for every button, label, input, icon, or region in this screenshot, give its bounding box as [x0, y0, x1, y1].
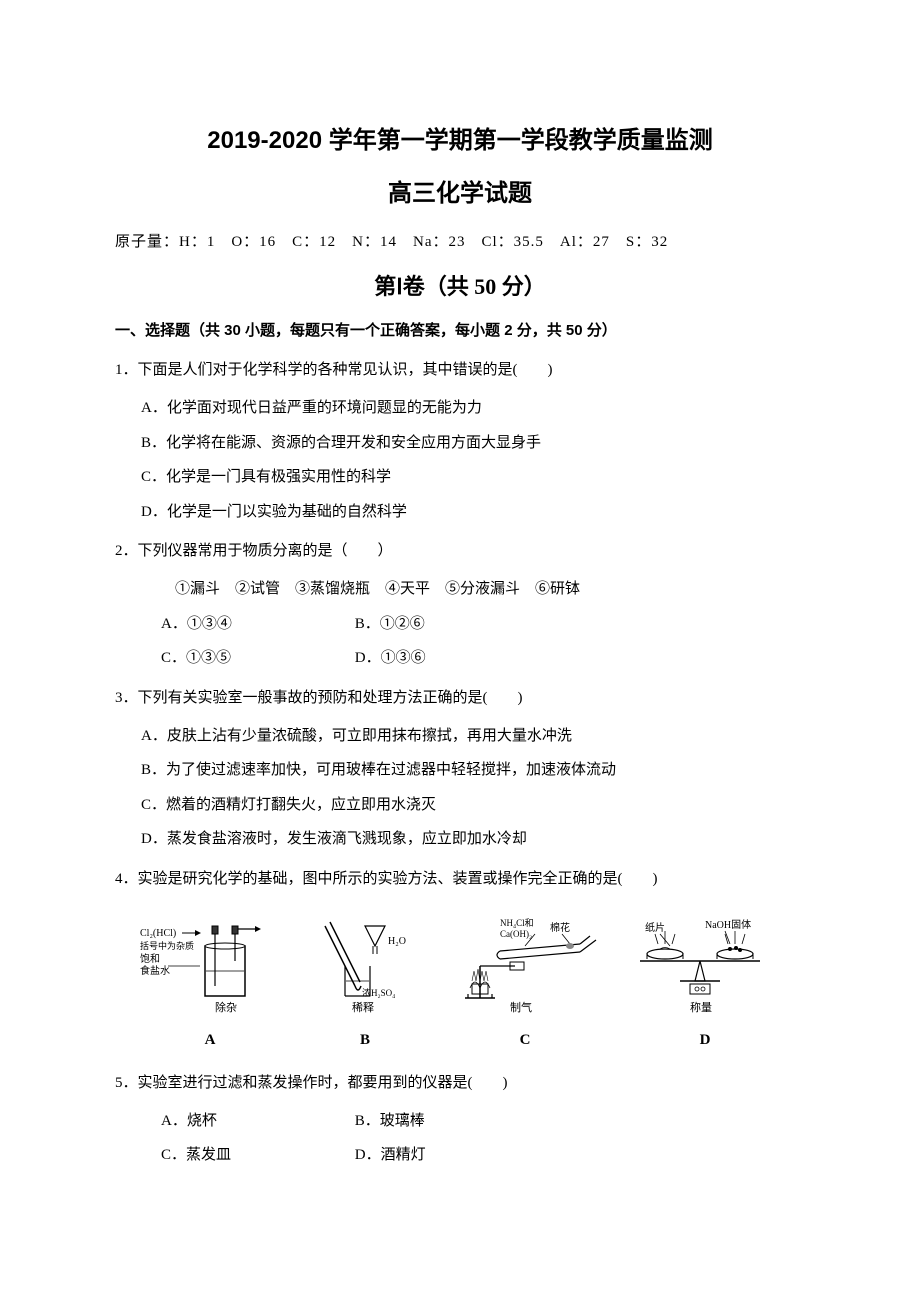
apparatus-d-icon: 纸片 NaOH固体: [630, 916, 780, 1016]
option-row-2: C．蒸发皿 D．酒精灯: [115, 1138, 805, 1173]
option-items: ①漏斗 ②试管 ③蒸馏烧瓶 ④天平 ⑤分液漏斗 ⑥研钵: [115, 572, 805, 607]
label-bracket: 括号中为杂质: [140, 940, 194, 951]
question-4: 4．实验是研究化学的基础，图中所示的实验方法、装置或操作完全正确的是( ) Cl…: [115, 863, 805, 1057]
question-stem: 3．下列有关实验室一般事故的预防和处理方法正确的是( ): [115, 682, 805, 715]
option-a: A．烧杯: [161, 1104, 351, 1139]
option-c: C．化学是一门具有极强实用性的科学: [115, 460, 805, 495]
figure-d: 纸片 NaOH固体: [630, 916, 780, 1057]
figure-c: NH₄Cl和 Ca(OH)₂ 棉花 制气: [450, 916, 600, 1057]
option-d: D．化学是一门以实验为基础的自然科学: [115, 495, 805, 530]
question-stem: 5．实验室进行过滤和蒸发操作时，都要用到的仪器是( ): [115, 1067, 805, 1100]
question-3: 3．下列有关实验室一般事故的预防和处理方法正确的是( ) A．皮肤上沾有少量浓硫…: [115, 682, 805, 857]
caption-b: 稀释: [352, 1001, 374, 1014]
section-instructions: 一、选择题（共 30 小题，每题只有一个正确答案，每小题 2 分，共 50 分）: [115, 319, 805, 340]
label-caoh2: Ca(OH)₂: [500, 929, 532, 939]
question-2: 2．下列仪器常用于物质分离的是（ ） ①漏斗 ②试管 ③蒸馏烧瓶 ④天平 ⑤分液…: [115, 535, 805, 676]
option-b: B．为了使过滤速率加快，可用玻棒在过滤器中轻轻搅拌，加速液体流动: [115, 753, 805, 788]
apparatus-a-icon: Cl₂(HCl) 括号中为杂质 饱和 食盐水 除杂: [140, 916, 280, 1016]
question-stem: 4．实验是研究化学的基础，图中所示的实验方法、装置或操作完全正确的是( ): [115, 863, 805, 896]
question-5: 5．实验室进行过滤和蒸发操作时，都要用到的仪器是( ) A．烧杯 B．玻璃棒 C…: [115, 1067, 805, 1173]
sub-title: 高三化学试题: [115, 173, 805, 208]
label-nh4cl: NH₄Cl和: [500, 918, 534, 928]
figure-label-c: C: [520, 1024, 531, 1057]
figure-a: Cl₂(HCl) 括号中为杂质 饱和 食盐水 除杂 A: [140, 916, 280, 1057]
label-cotton: 棉花: [550, 921, 570, 934]
option-c: C．蒸发皿: [161, 1138, 351, 1173]
figure-label-a: A: [205, 1024, 216, 1057]
label-naoh: NaOH固体: [705, 919, 751, 931]
option-row-2: C．①③⑤ D．①③⑥: [115, 641, 805, 676]
apparatus-b-icon: H₂O 浓H₂SO₄ 稀释: [310, 916, 420, 1016]
option-d: D．①③⑥: [355, 641, 426, 676]
label-cl2hcl: Cl₂(HCl): [140, 928, 176, 939]
figure-label-d: D: [700, 1024, 711, 1057]
section-header: 第Ⅰ卷（共 50 分）: [115, 269, 805, 301]
option-a: A．皮肤上沾有少量浓硫酸，可立即用抹布擦拭，再用大量水冲洗: [115, 719, 805, 754]
question-1: 1．下面是人们对于化学科学的各种常见认识，其中错误的是( ) A．化学面对现代日…: [115, 354, 805, 529]
atomic-masses: 原子量：H：1 O：16 C：12 N：14 Na：23 Cl：35.5 Al：…: [115, 230, 805, 251]
option-b: B．化学将在能源、资源的合理开发和安全应用方面大显身手: [115, 426, 805, 461]
option-a: A．①③④: [161, 607, 351, 642]
option-d: D．蒸发食盐溶液时，发生液滴飞溅现象，应立即加水冷却: [115, 822, 805, 857]
option-d: D．酒精灯: [355, 1138, 426, 1173]
label-h2o: H₂O: [388, 936, 406, 947]
caption-c: 制气: [510, 1000, 532, 1014]
option-a: A．化学面对现代日益严重的环境问题显的无能为力: [115, 391, 805, 426]
caption-a: 除杂: [215, 1000, 237, 1014]
label-h2so4: 浓H₂SO₄: [362, 988, 395, 998]
option-c: C．燃着的酒精灯打翻失火，应立即用水浇灭: [115, 788, 805, 823]
option-b: B．玻璃棒: [355, 1104, 425, 1139]
figure-b: H₂O 浓H₂SO₄ 稀释 B: [310, 916, 420, 1057]
question-stem: 1．下面是人们对于化学科学的各种常见认识，其中错误的是( ): [115, 354, 805, 387]
label-paper: 纸片: [645, 921, 665, 934]
question-stem: 2．下列仪器常用于物质分离的是（ ）: [115, 535, 805, 568]
main-title: 2019-2020 学年第一学期第一学段教学质量监测: [115, 120, 805, 155]
caption-d: 称量: [690, 1000, 712, 1014]
label-saltwater: 食盐水: [140, 964, 170, 977]
label-saturated: 饱和: [140, 953, 160, 965]
figure-row: Cl₂(HCl) 括号中为杂质 饱和 食盐水 除杂 A: [115, 916, 805, 1057]
option-b: B．①②⑥: [355, 607, 425, 642]
figure-label-b: B: [360, 1024, 370, 1057]
option-row-1: A．①③④ B．①②⑥: [115, 607, 805, 642]
option-row-1: A．烧杯 B．玻璃棒: [115, 1104, 805, 1139]
option-c: C．①③⑤: [161, 641, 351, 676]
apparatus-c-icon: NH₄Cl和 Ca(OH)₂ 棉花 制气: [450, 916, 600, 1016]
